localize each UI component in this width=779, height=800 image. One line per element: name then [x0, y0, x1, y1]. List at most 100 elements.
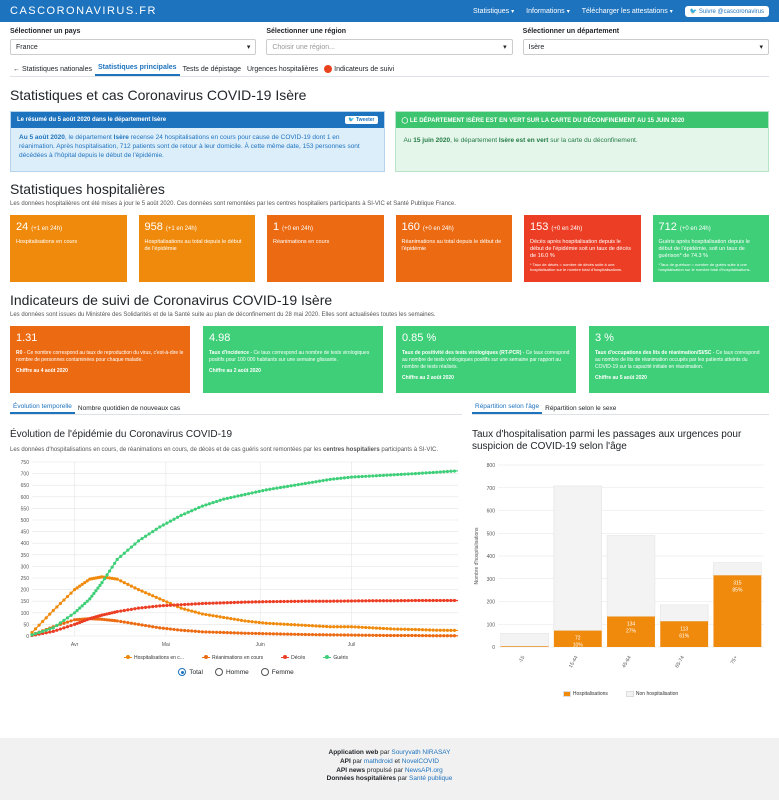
tab-statistiques-nationales[interactable]: ← Statistiques nationales [10, 66, 95, 76]
tab-indicateurs-suivi[interactable]: Indicateurs de suivi [321, 65, 397, 76]
data-point [136, 606, 141, 610]
nav-informations[interactable]: Informations ▾ [526, 8, 570, 15]
data-point [417, 471, 421, 475]
legend-item[interactable]: Hospitalisations en c... [123, 654, 184, 661]
tab-nouveaux-cas[interactable]: Nombre quotidien de nouveaux cas [77, 405, 181, 412]
data-point [381, 473, 386, 477]
check-circle-icon: ◯ [401, 117, 410, 124]
stat-desc: Réanimations en cours [273, 239, 330, 245]
data-point [381, 599, 386, 603]
data-point [110, 576, 114, 580]
department-select[interactable]: Isère ▾ [522, 39, 769, 55]
country-select-label: Sélectionner un pays [10, 28, 81, 35]
red-dot-icon [324, 65, 333, 73]
data-point [300, 632, 304, 637]
data-point [179, 513, 183, 517]
data-point [122, 551, 126, 555]
data-point [239, 618, 244, 622]
data-point [30, 633, 34, 637]
summary-department: Isère [113, 134, 129, 141]
data-point [193, 602, 197, 606]
data-point [303, 481, 307, 486]
data-point [442, 470, 446, 474]
data-point [257, 489, 261, 493]
data-point [211, 614, 215, 618]
data-point [113, 610, 117, 614]
country-select[interactable]: France ▾ [10, 39, 257, 55]
deconfinement-text: sur la carte du déconfinement. [548, 137, 638, 144]
brand-logo[interactable]: CASCORONAVIRUS.FR [10, 5, 157, 17]
tweet-button[interactable]: 🐦 Tweeter [345, 116, 378, 124]
footer-link-author[interactable]: Souryvath NIRASAY [391, 749, 451, 756]
tab-tests-depistage[interactable]: Tests de dépistage [180, 66, 244, 76]
data-point [431, 470, 435, 475]
stat-delta: (+0 en 24h) [282, 226, 313, 232]
data-point [257, 620, 261, 625]
data-point [278, 632, 283, 636]
stat-footnote: *Taux de guérison = nombre de guéris sui… [658, 262, 751, 272]
twitter-follow-button[interactable]: 🐦 Suivre @cascoronavirus [684, 5, 769, 17]
chevron-down-icon: ▾ [503, 44, 507, 51]
tab-repartition-sexe[interactable]: Répartition selon le sexe [545, 405, 617, 412]
data-point [236, 494, 240, 498]
data-point [78, 617, 82, 621]
data-point [207, 613, 212, 617]
nav-attestations[interactable]: Télécharger les attestations ▾ [582, 8, 673, 15]
radio-total[interactable]: Total [178, 668, 203, 676]
data-point [133, 622, 137, 626]
data-point [413, 627, 417, 632]
stat-number: 153 (+0 en 24h) [530, 221, 635, 233]
tab-evolution-temporelle[interactable]: Évolution temporelle [10, 403, 75, 414]
data-point [92, 591, 96, 596]
data-point [452, 628, 457, 632]
region-select[interactable]: Choisir une région... ▾ [266, 39, 513, 55]
summary-card-header: Le résumé du 5 août 2020 dans le départe… [11, 112, 384, 128]
footer-link-mathdroid[interactable]: mathdroid [363, 757, 393, 765]
tab-urgences-hospitalieres[interactable]: Urgences hospitalières [244, 66, 321, 76]
data-point [396, 627, 400, 631]
data-point [406, 633, 410, 638]
data-point [257, 631, 261, 636]
region-select-group: Sélectionner une région Choisir une régi… [266, 28, 513, 55]
data-point [268, 632, 272, 636]
data-point [381, 626, 386, 631]
footer-link-newsapi[interactable]: NewsAPI.org [404, 766, 443, 774]
data-point [278, 622, 283, 626]
nav-statistiques[interactable]: Statistiques ▾ [473, 8, 514, 15]
data-point [204, 601, 208, 606]
data-point [243, 492, 247, 497]
tab-statistiques-principales[interactable]: Statistiques principales [95, 64, 180, 76]
data-point [435, 628, 439, 632]
footer-text: par [395, 775, 409, 783]
chevron-down-icon: ▾ [511, 8, 515, 15]
legend-item[interactable]: Décès [281, 654, 305, 661]
data-point [332, 633, 336, 637]
legend-swatch [562, 691, 571, 697]
footer-link-sante-publique[interactable]: Santé publique [409, 775, 453, 783]
data-point [445, 628, 449, 632]
data-point [126, 548, 130, 552]
data-point [236, 631, 240, 635]
data-point [133, 586, 137, 590]
legend-item[interactable]: Non hospitalisation [625, 691, 678, 697]
data-point [293, 483, 297, 487]
legend-item[interactable]: Réanimations en cours [201, 654, 263, 661]
legend-item[interactable]: Hospitalisations [562, 691, 608, 697]
footer-link-novelcovid[interactable]: NovelCOVID [401, 757, 440, 765]
radio-homme[interactable]: Homme [214, 668, 249, 676]
radio-femme[interactable]: Femme [260, 668, 294, 676]
stat-delta: (+0 en 24h) [551, 226, 583, 232]
y-tick-label: 600 [21, 495, 30, 501]
data-point [129, 607, 133, 611]
y-tick-label: 600 [487, 509, 496, 515]
tab-label: Tests de dépistage [182, 66, 241, 73]
y-tick-label: 500 [21, 518, 30, 524]
page-title: Statistiques et cas Coronavirus COVID-19… [10, 87, 307, 103]
data-point [452, 469, 457, 473]
indic-stat-card: 3 % Taux d'occupations des lits de réanim… [589, 326, 769, 393]
y-tick-label: 400 [487, 554, 496, 560]
hosp-stat-card: 160 (+0 en 24h) Réanimations au total depu… [395, 215, 512, 282]
tab-repartition-age[interactable]: Répartition selon l'âge [472, 403, 543, 414]
legend-item[interactable]: Guéris [323, 654, 348, 661]
evolution-legend: Hospitalisations en c... Réanimations en … [10, 654, 462, 661]
